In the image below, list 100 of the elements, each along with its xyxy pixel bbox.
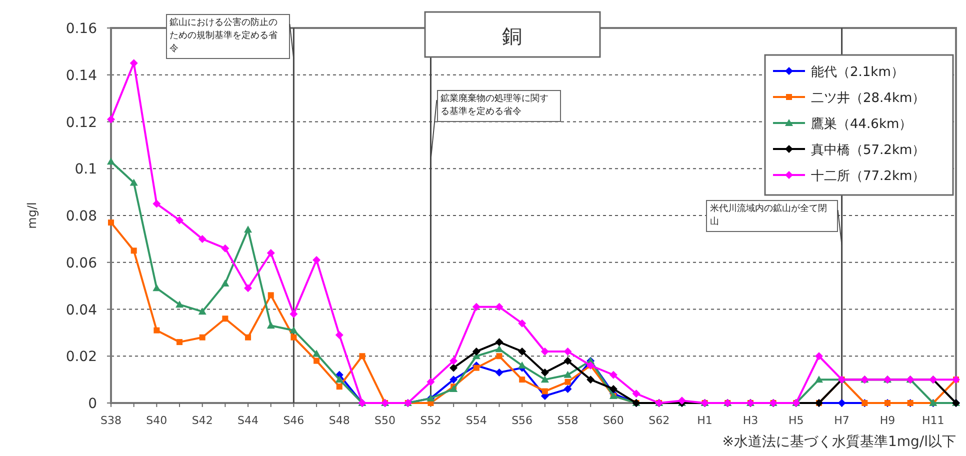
- point: [152, 200, 161, 208]
- x-tick-label: S62: [648, 414, 670, 427]
- point: [609, 370, 618, 379]
- x-tick-label: S44: [238, 414, 259, 427]
- point: [176, 339, 183, 346]
- point: [518, 319, 526, 328]
- point: [130, 178, 138, 186]
- point: [472, 302, 480, 311]
- annotation-box: 鉱業廃棄物の処理等に関する基準を定める省令: [430, 90, 561, 160]
- x-tick-label: H9: [880, 414, 896, 427]
- x-tick-label: H1: [697, 414, 712, 427]
- point: [564, 384, 572, 393]
- point: [426, 378, 435, 386]
- y-tick-label: 0.14: [66, 68, 98, 84]
- point: [518, 347, 526, 356]
- point: [108, 220, 114, 226]
- x-tick-label: H11: [922, 414, 944, 427]
- point: [586, 376, 595, 384]
- point: [335, 376, 344, 383]
- point: [290, 334, 297, 340]
- ref-line-label: 鉱業廃棄物の処理等に関する基準を定める省令: [436, 90, 561, 122]
- x-tick-label: S40: [146, 414, 168, 427]
- point: [244, 226, 252, 233]
- point: [540, 376, 549, 383]
- point: [814, 376, 823, 383]
- legend-label: 二ツ井（28.4km）: [811, 91, 926, 106]
- y-tick-label: 0.16: [66, 21, 98, 37]
- x-tick-label: S42: [192, 414, 213, 427]
- point: [495, 368, 504, 377]
- point: [542, 388, 548, 394]
- point: [312, 256, 321, 264]
- ref-line-label: 米代川流域内の鉱山が全て閉山: [706, 200, 838, 232]
- point: [154, 327, 160, 334]
- y-tick-label: 0.12: [66, 114, 97, 131]
- point: [540, 368, 549, 377]
- point: [245, 334, 252, 340]
- point: [472, 347, 480, 356]
- point: [176, 216, 184, 224]
- point: [540, 347, 549, 356]
- point: [222, 316, 228, 322]
- x-tick-label: S46: [283, 414, 304, 427]
- legend-label: 能代（2.1km）: [811, 65, 904, 80]
- point: [266, 322, 275, 329]
- point: [838, 399, 846, 407]
- point: [519, 376, 526, 383]
- x-tick-label: H5: [788, 414, 804, 427]
- point: [290, 310, 298, 318]
- legend-label: 鷹巣（44.6km）: [811, 116, 912, 132]
- y-tick-label: 0.02: [66, 349, 97, 366]
- point: [450, 376, 458, 384]
- point: [564, 370, 572, 378]
- point: [107, 115, 115, 124]
- point: [450, 356, 458, 365]
- point: [290, 326, 298, 334]
- legend-label: 十二所（77.2km）: [811, 169, 926, 184]
- point: [496, 353, 502, 360]
- point: [814, 352, 823, 360]
- y-axis-title: mg/l: [25, 202, 39, 229]
- point: [450, 364, 458, 372]
- point: [473, 364, 480, 371]
- point: [495, 345, 504, 352]
- point: [198, 308, 206, 315]
- point: [495, 338, 504, 346]
- text: ※水道法に基づく水質基準1mg/l以下: [722, 434, 956, 450]
- point: [221, 279, 230, 286]
- point: [130, 248, 137, 254]
- point: [176, 300, 184, 308]
- point: [609, 384, 618, 393]
- point: [335, 331, 344, 340]
- point: [107, 158, 115, 165]
- point: [244, 284, 252, 292]
- x-tick-label: S58: [557, 414, 578, 427]
- point: [268, 292, 274, 298]
- x-tick-label: S52: [420, 414, 442, 427]
- legend-label: 真中橋（57.2km）: [811, 143, 926, 158]
- y-tick-label: 0: [88, 396, 97, 412]
- point: [314, 358, 320, 364]
- point: [564, 347, 572, 356]
- point: [198, 234, 206, 243]
- point: [312, 350, 321, 357]
- point: [221, 244, 230, 252]
- x-tick-label: H3: [742, 414, 758, 427]
- point: [152, 284, 161, 292]
- point: [336, 384, 342, 390]
- point: [495, 302, 504, 311]
- x-tick-label: S60: [602, 414, 624, 427]
- x-tick-label: S50: [374, 414, 396, 427]
- y-tick-label: 0.08: [66, 208, 97, 224]
- chart-title: 銅: [502, 24, 522, 48]
- y-tick-label: 0.1: [74, 162, 97, 178]
- point: [678, 396, 686, 405]
- point: [632, 390, 640, 398]
- x-tick-label: S48: [328, 414, 350, 427]
- point: [564, 378, 571, 385]
- x-tick-label: H7: [834, 414, 850, 427]
- point: [359, 353, 366, 360]
- point: [199, 334, 206, 340]
- y-tick-label: 0.06: [66, 255, 98, 272]
- x-tick-label: S38: [100, 414, 122, 427]
- point: [564, 356, 572, 365]
